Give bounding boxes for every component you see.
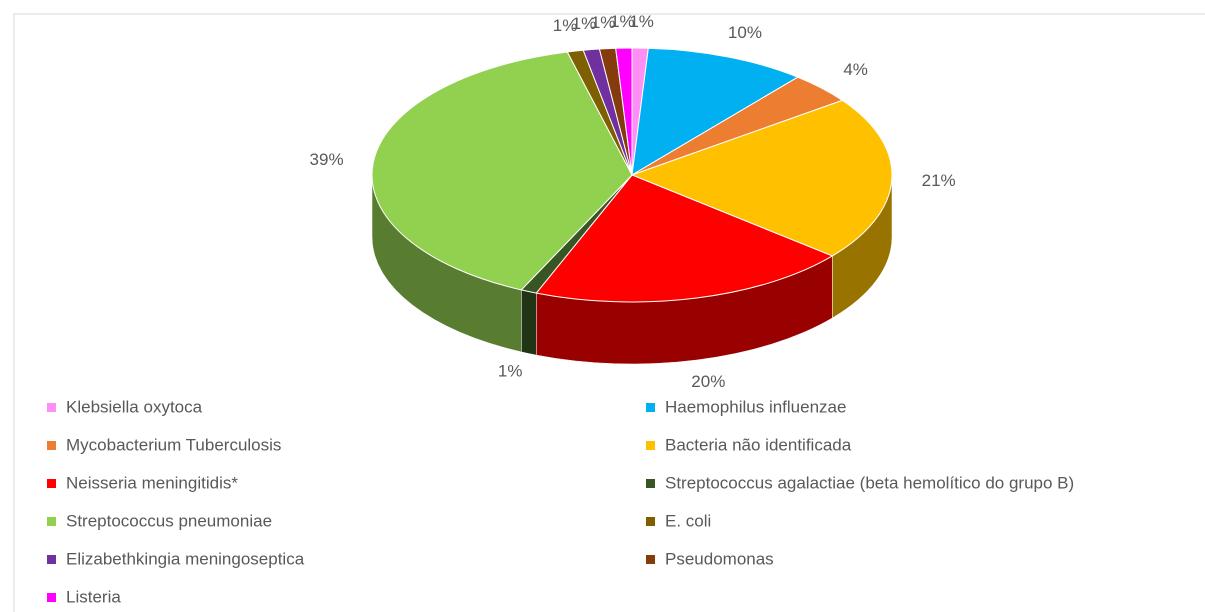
legend-label: Bacteria não identificada bbox=[665, 435, 852, 454]
legend-marker bbox=[47, 441, 56, 450]
slice bbox=[615, 47, 633, 176]
data-label: 1% bbox=[572, 14, 597, 33]
legend-marker bbox=[47, 479, 56, 488]
legend-label: Pseudomonas bbox=[665, 549, 774, 568]
legend-marker bbox=[646, 555, 655, 564]
legend-marker bbox=[646, 479, 655, 488]
slice bbox=[631, 47, 799, 176]
legend-marker bbox=[47, 517, 56, 526]
data-label: 1% bbox=[553, 16, 578, 35]
legend-marker bbox=[646, 403, 655, 412]
legend-label: E. coli bbox=[665, 511, 711, 530]
data-label: 1% bbox=[629, 12, 654, 31]
slice bbox=[535, 174, 834, 303]
data-label: 10% bbox=[728, 23, 762, 42]
data-label: 21% bbox=[922, 171, 956, 190]
slice-side bbox=[521, 289, 537, 356]
slice bbox=[371, 51, 633, 291]
legend-label: Haemophilus influenzae bbox=[665, 397, 846, 416]
legend-label: Streptococcus agalactiae (beta hemolític… bbox=[665, 473, 1074, 492]
legend-label: Listeria bbox=[66, 587, 121, 606]
data-label: 20% bbox=[691, 372, 725, 391]
legend-label: Streptococcus pneumoniae bbox=[66, 511, 272, 530]
legend-marker bbox=[47, 593, 56, 602]
legend-marker bbox=[47, 555, 56, 564]
data-label: 1% bbox=[498, 361, 523, 380]
legend-label: Klebsiella oxytoca bbox=[66, 397, 203, 416]
legend-label: Mycobacterium Tuberculosis bbox=[66, 435, 281, 454]
data-label: 1% bbox=[591, 13, 616, 32]
data-label: 4% bbox=[843, 60, 868, 79]
legend-marker bbox=[646, 517, 655, 526]
data-label: 1% bbox=[610, 12, 635, 31]
legend-label: Elizabethkingia meningoseptica bbox=[66, 549, 305, 568]
legend-marker bbox=[47, 403, 56, 412]
slice bbox=[630, 99, 893, 257]
data-label: 39% bbox=[310, 150, 344, 169]
legend-label: Neisseria meningitidis* bbox=[66, 473, 238, 492]
legend-marker bbox=[646, 441, 655, 450]
